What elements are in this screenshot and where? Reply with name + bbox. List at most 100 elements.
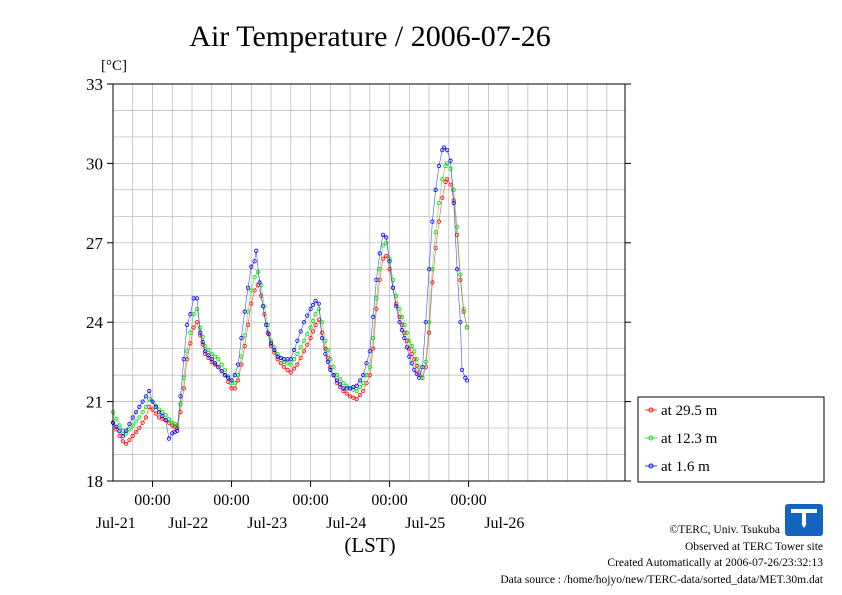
- data-point: [412, 349, 417, 354]
- data-point: [194, 320, 200, 325]
- data-point: [212, 354, 218, 359]
- data-point: [140, 410, 145, 415]
- data-point: [377, 251, 382, 256]
- x-tick-date-label: Jul-26: [484, 515, 524, 532]
- data-point: [344, 391, 349, 396]
- data-point: [409, 361, 414, 366]
- data-point: [242, 309, 247, 314]
- data-point: [295, 351, 300, 357]
- data-point: [464, 325, 470, 330]
- data-point: [198, 325, 203, 330]
- x-tick-time-label: 00:00: [371, 492, 407, 509]
- data-point: [249, 301, 254, 306]
- data-point: [426, 330, 432, 335]
- data-point: [181, 386, 186, 391]
- data-point: [216, 365, 221, 370]
- data-point: [184, 322, 190, 327]
- data-point: [361, 388, 366, 394]
- data-point: [436, 201, 442, 206]
- chart-title: Air Temperature / 2006-07-26: [189, 20, 550, 53]
- data-point: [194, 306, 200, 312]
- x-tick-time-label: 00:00: [213, 492, 249, 509]
- data-point: [291, 347, 297, 353]
- created-text: Created Automatically at 2006-07-26/23:3…: [607, 557, 823, 569]
- data-point: [124, 441, 129, 447]
- data-point: [194, 296, 200, 301]
- data-point: [252, 275, 257, 280]
- data-point: [252, 259, 257, 264]
- data-point: [166, 436, 172, 441]
- data-point: [268, 341, 274, 346]
- legend-label: at 12.3 m: [661, 431, 718, 447]
- data-point: [426, 267, 432, 272]
- x-tick-time-label: 00:00: [450, 492, 486, 509]
- data-point: [216, 357, 221, 362]
- data-point: [178, 394, 183, 399]
- y-tick-label: 33: [86, 75, 103, 94]
- data-point: [417, 375, 422, 380]
- legend-label: at 1.6 m: [661, 459, 710, 475]
- data-point: [407, 354, 412, 359]
- data-point: [153, 404, 158, 409]
- data-point: [409, 343, 414, 349]
- data-point: [198, 330, 203, 335]
- data-point: [461, 306, 466, 312]
- x-axis-label: (LST): [344, 533, 395, 557]
- plot-frame: [112, 83, 626, 482]
- data-point: [367, 365, 372, 370]
- data-point: [316, 301, 321, 306]
- data-point: [338, 382, 343, 387]
- data-point: [313, 312, 318, 317]
- data-point: [313, 298, 318, 304]
- data-point: [291, 366, 297, 371]
- data-point: [140, 399, 145, 404]
- data-point: [114, 416, 119, 421]
- data-point: [448, 158, 453, 163]
- data-point: [219, 362, 224, 367]
- data-point: [440, 195, 445, 200]
- legend-swatch-marker: [648, 435, 654, 441]
- data-point: [445, 148, 450, 153]
- data-point: [184, 349, 190, 354]
- data-point: [464, 378, 470, 383]
- data-point: [117, 428, 122, 433]
- data-point: [334, 378, 339, 383]
- data-point: [361, 380, 366, 386]
- axis-ticks: 18 21 24 27 30 33 00:00 00:00 00:00 00:00 00:00 Jul…: [86, 75, 631, 532]
- data-point: [181, 357, 186, 362]
- data-point: [266, 332, 271, 337]
- data-point: [454, 267, 460, 272]
- data-point: [420, 365, 425, 370]
- data-point: [275, 351, 280, 357]
- x-tick-date-label: Jul-22: [168, 515, 208, 532]
- data-point: [344, 383, 349, 388]
- data-point: [341, 388, 346, 394]
- data-point: [147, 388, 152, 394]
- data-point: [143, 394, 149, 399]
- data-point: [412, 367, 417, 372]
- data-point: [451, 187, 456, 192]
- data-point: [458, 277, 463, 282]
- data-point: [323, 338, 328, 343]
- data-point: [390, 285, 395, 290]
- legend-swatch-marker: [648, 407, 654, 413]
- data-point: [394, 304, 399, 309]
- data-point: [384, 235, 389, 240]
- data-point: [160, 414, 165, 419]
- data-point: [239, 354, 244, 359]
- series-line: [112, 147, 468, 440]
- data-point: [402, 322, 407, 327]
- data-point: [298, 355, 303, 361]
- data-point: [272, 347, 277, 353]
- data-point: [188, 312, 193, 317]
- legend-box: [637, 396, 825, 483]
- footer: ©TERC, Univ. Tsukuba Observed at TERC To…: [500, 524, 823, 586]
- data-point: [120, 439, 125, 444]
- data-point: [380, 232, 386, 237]
- data-point: [236, 378, 241, 383]
- x-tick-date-label: Jul-24: [326, 515, 366, 532]
- data-point: [288, 357, 293, 362]
- data-point: [295, 338, 300, 343]
- data-point: [331, 373, 336, 378]
- data-point: [301, 338, 307, 343]
